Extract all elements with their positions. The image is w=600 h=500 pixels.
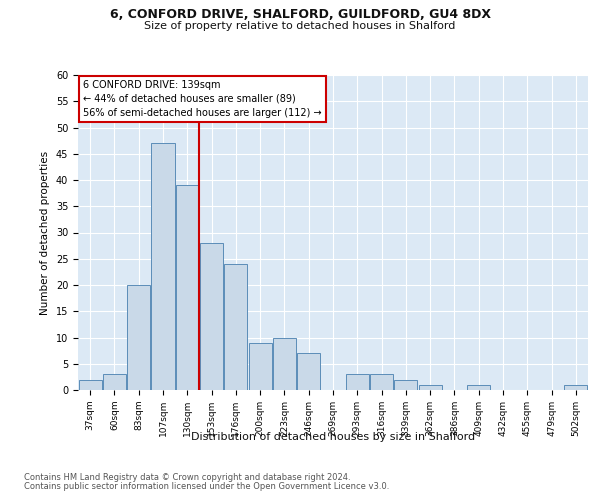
Text: 6, CONFORD DRIVE, SHALFORD, GUILDFORD, GU4 8DX: 6, CONFORD DRIVE, SHALFORD, GUILDFORD, G… xyxy=(110,8,491,20)
Bar xyxy=(200,243,223,390)
Text: Distribution of detached houses by size in Shalford: Distribution of detached houses by size … xyxy=(191,432,475,442)
Bar xyxy=(224,264,247,390)
Bar xyxy=(565,385,587,390)
Text: 6 CONFORD DRIVE: 139sqm
← 44% of detached houses are smaller (89)
56% of semi-de: 6 CONFORD DRIVE: 139sqm ← 44% of detache… xyxy=(83,80,322,118)
Bar xyxy=(370,374,393,390)
Bar xyxy=(79,380,101,390)
Bar xyxy=(127,285,150,390)
Text: Contains public sector information licensed under the Open Government Licence v3: Contains public sector information licen… xyxy=(24,482,389,491)
Bar xyxy=(248,343,272,390)
Bar xyxy=(297,353,320,390)
Bar xyxy=(394,380,418,390)
Bar xyxy=(419,385,442,390)
Bar xyxy=(273,338,296,390)
Text: Size of property relative to detached houses in Shalford: Size of property relative to detached ho… xyxy=(145,21,455,31)
Y-axis label: Number of detached properties: Number of detached properties xyxy=(40,150,50,314)
Bar xyxy=(103,374,126,390)
Text: Contains HM Land Registry data © Crown copyright and database right 2024.: Contains HM Land Registry data © Crown c… xyxy=(24,472,350,482)
Bar xyxy=(467,385,490,390)
Bar xyxy=(176,185,199,390)
Bar xyxy=(151,143,175,390)
Bar xyxy=(346,374,369,390)
